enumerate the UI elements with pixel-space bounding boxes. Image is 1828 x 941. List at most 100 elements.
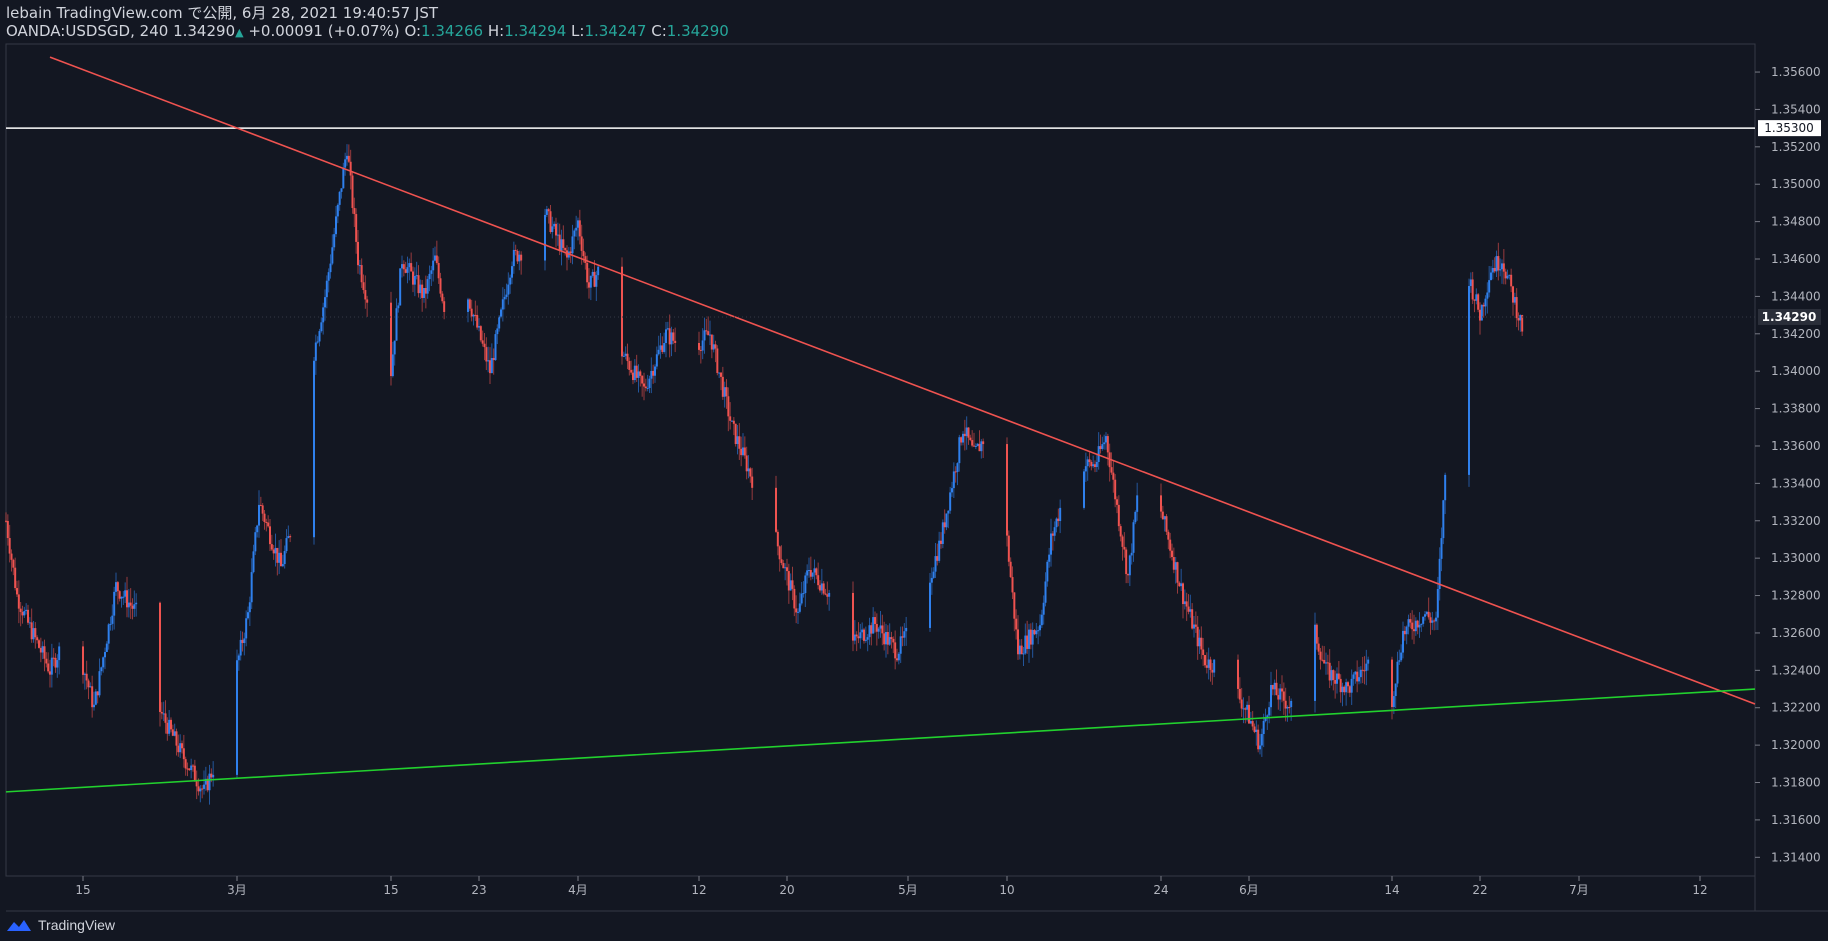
interval[interactable]: 240 — [139, 22, 169, 40]
candle-body — [1194, 624, 1197, 627]
candle-body — [1092, 464, 1095, 467]
candle-body — [588, 282, 590, 288]
candle-body — [1484, 298, 1487, 307]
candle-body — [786, 567, 788, 572]
y-tick-label: 1.31600 — [1771, 813, 1821, 827]
candle-body — [1517, 318, 1520, 321]
candle-body — [1182, 583, 1184, 605]
candle-body — [6, 520, 9, 539]
candle-body — [25, 609, 28, 612]
candle-body — [1238, 688, 1241, 700]
candle-body — [624, 353, 627, 356]
candle-body — [1479, 309, 1481, 321]
candle-body — [344, 159, 347, 168]
candle-body — [1471, 279, 1474, 300]
candle-body — [819, 585, 821, 591]
candle-body — [1202, 649, 1205, 656]
candle-body — [1400, 652, 1403, 661]
candle-body — [1497, 256, 1500, 271]
candle-body — [654, 366, 656, 376]
candle-body — [665, 329, 667, 343]
candle-body — [586, 262, 589, 283]
candle-body — [718, 372, 721, 374]
candle-body — [406, 267, 409, 273]
candle-body — [963, 433, 966, 437]
candle-body — [269, 526, 271, 545]
candle-body — [1315, 624, 1318, 644]
candle-body — [490, 357, 493, 374]
candle-body — [778, 546, 781, 560]
candle-body — [650, 370, 653, 379]
candle-body — [1009, 561, 1012, 578]
candle-body — [159, 602, 161, 712]
candle-body — [698, 342, 700, 350]
candle-body — [1440, 538, 1443, 559]
candle-body — [1198, 637, 1201, 647]
y-tick-label: 1.35200 — [1771, 140, 1821, 154]
candle-body — [776, 531, 779, 547]
candle-body — [817, 575, 820, 586]
candle-body — [324, 297, 326, 308]
candle-body — [272, 549, 275, 554]
symbol-name[interactable]: OANDA:USDSGD — [6, 22, 131, 40]
candle-body — [492, 357, 495, 361]
candle-body — [1394, 683, 1397, 697]
candle-body — [256, 525, 259, 533]
candle-body — [962, 433, 964, 443]
y-tick-label: 1.34800 — [1771, 215, 1821, 229]
candle-body — [1469, 279, 1472, 287]
candle-body — [621, 266, 623, 357]
candle-body — [239, 639, 242, 656]
candle-body — [1095, 461, 1098, 467]
brand-name[interactable]: TradingView — [38, 917, 116, 933]
candle-body — [192, 765, 194, 767]
candle-body — [17, 594, 20, 609]
candle-body — [705, 330, 708, 332]
candle-body — [903, 631, 906, 638]
candle-body — [742, 447, 744, 456]
candle-body — [545, 209, 548, 215]
candle-body — [720, 372, 722, 377]
candle-body — [661, 345, 664, 352]
candle-body — [12, 559, 15, 568]
candle-body — [34, 628, 37, 638]
candle-body — [813, 568, 816, 573]
candle-body — [1050, 533, 1052, 555]
candle-body — [633, 365, 636, 381]
x-tick-label: 14 — [1384, 883, 1399, 897]
candle-body — [1097, 446, 1100, 462]
candle-body — [1123, 546, 1126, 550]
candle-body — [797, 611, 799, 613]
candle-body — [14, 567, 17, 589]
candle-body — [1114, 479, 1117, 500]
candle-body — [1011, 577, 1014, 593]
candle-body — [160, 711, 163, 714]
candle-body — [738, 436, 741, 449]
y-tick-label: 1.32400 — [1771, 663, 1821, 677]
candle-body — [278, 552, 281, 563]
candle-body — [432, 260, 435, 271]
candle-body — [52, 657, 55, 659]
low-label: L: — [571, 22, 585, 40]
candle-body — [39, 647, 42, 653]
candle-body — [417, 275, 420, 294]
candle-body — [1473, 299, 1476, 301]
candle-body — [1117, 504, 1120, 527]
candle-body — [320, 322, 323, 332]
candle-body — [1275, 682, 1278, 696]
candle-body — [890, 637, 893, 639]
y-tick-label: 1.33400 — [1771, 476, 1821, 490]
candle-body — [905, 627, 908, 632]
candle-body — [736, 436, 739, 445]
candle-body — [1116, 499, 1118, 505]
candle-body — [118, 591, 121, 599]
x-tick-label: 20 — [779, 883, 794, 897]
candle-body — [965, 427, 968, 437]
tradingview-logo-icon[interactable] — [6, 918, 32, 932]
candle-body — [474, 314, 477, 316]
candle-body — [514, 249, 517, 251]
candle-body — [500, 309, 502, 317]
candle-body — [188, 768, 191, 771]
candle-body — [1332, 670, 1335, 681]
